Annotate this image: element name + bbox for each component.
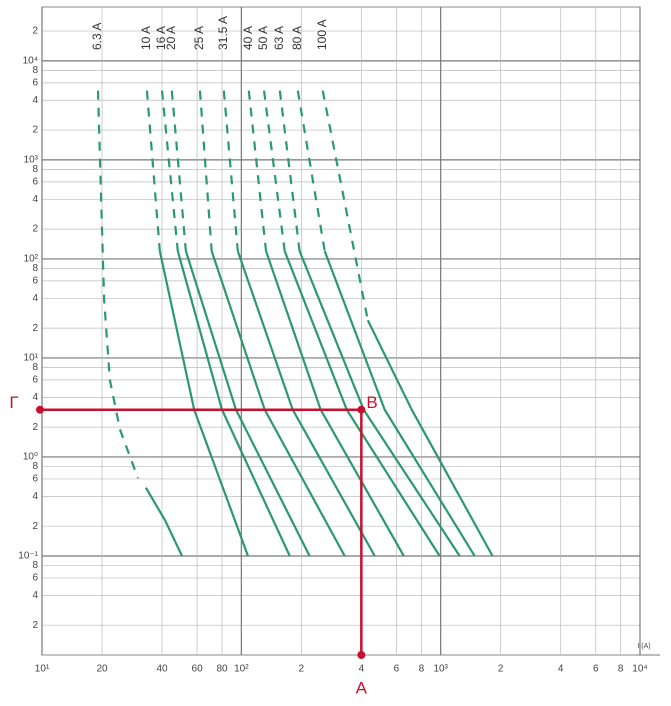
y-tick-label: 8 — [32, 362, 38, 373]
x-tick-label: 40 — [156, 664, 168, 675]
y-tick-label: 8 — [32, 461, 38, 472]
y-tick-label: 2 — [32, 224, 38, 235]
x-tick-label: 8 — [419, 664, 425, 675]
annotation-y-label: Γ — [9, 393, 18, 412]
y-tick-label: 2 — [32, 422, 38, 433]
x-tick-label: 80 — [216, 664, 228, 675]
y-tick-label: 10⁴ — [23, 56, 38, 67]
y-tick-label: 6 — [32, 375, 38, 386]
y-tick-label: 8 — [32, 263, 38, 274]
series-label: 6.3 A — [90, 23, 104, 50]
x-tick-label: 8 — [618, 664, 624, 675]
x-tick-label: 2 — [299, 664, 305, 675]
annotation-point-label: B — [366, 393, 377, 412]
x-tick-label: 10² — [234, 664, 249, 675]
y-tick-label: 6 — [32, 276, 38, 287]
x-axis-label: I (A) — [637, 643, 650, 650]
y-tick-label: 10⁻¹ — [18, 551, 38, 562]
x-tick-label: 4 — [359, 664, 365, 675]
series-label: 31.5 A — [216, 16, 230, 50]
series-label: 63 A — [272, 26, 286, 50]
curve-dashed — [96, 90, 139, 479]
series-label: 10 A — [139, 26, 153, 50]
curve-solid — [366, 319, 494, 557]
x-tick-label: 20 — [96, 664, 108, 675]
y-tick-label: 6 — [32, 474, 38, 485]
y-tick-label: 4 — [32, 95, 38, 106]
x-tick-label: 10³ — [433, 664, 448, 675]
y-tick-label: 2 — [32, 323, 38, 334]
y-tick-label: 10⁰ — [23, 452, 38, 463]
y-tick-label: 2 — [32, 620, 38, 631]
y-tick-label: 2 — [32, 521, 38, 532]
y-tick-label: 8 — [32, 164, 38, 175]
y-tick-label: 2 — [32, 125, 38, 136]
y-tick-label: 10³ — [24, 155, 39, 166]
series-label: 25 A — [192, 26, 206, 50]
x-tick-label: 2 — [498, 664, 504, 675]
series-label: 50 A — [256, 26, 270, 50]
y-tick-label: 10² — [24, 254, 39, 265]
y-tick-label: 6 — [32, 573, 38, 584]
x-tick-label: 4 — [558, 664, 564, 675]
plot-area — [41, 6, 641, 656]
series-label: 40 A — [241, 26, 255, 50]
x-tick-label: 10⁴ — [632, 664, 647, 675]
y-tick-label: 6 — [32, 77, 38, 88]
y-tick-label: 8 — [32, 560, 38, 571]
y-tick-label: 2 — [32, 26, 38, 37]
y-tick-label: 10¹ — [24, 353, 39, 364]
series-label: 100 A — [315, 19, 329, 50]
y-tick-label: 4 — [32, 392, 38, 403]
annotation-x-label: A — [356, 678, 368, 697]
y-tick-label: 8 — [32, 65, 38, 76]
curve-solid — [323, 250, 476, 557]
series-label: 16 A — [154, 26, 168, 50]
y-tick-label: 4 — [32, 491, 38, 502]
y-tick-label: 4 — [32, 194, 38, 205]
annotation-point — [357, 405, 366, 414]
curve-dashed — [321, 90, 369, 321]
curve-solid — [144, 487, 184, 557]
annotation-x-dot — [357, 651, 366, 659]
x-tick-label: 60 — [192, 664, 204, 675]
series-label: 80 A — [290, 26, 304, 50]
x-tick-label: 6 — [394, 664, 400, 675]
x-tick-label: 10¹ — [35, 664, 50, 675]
annotation-y-dot — [36, 405, 44, 414]
y-tick-label: 4 — [32, 590, 38, 601]
x-tick-label: 6 — [593, 664, 599, 675]
series-label: 20 A — [164, 26, 178, 50]
y-tick-label: 4 — [32, 293, 38, 304]
y-tick-label: 6 — [32, 177, 38, 188]
